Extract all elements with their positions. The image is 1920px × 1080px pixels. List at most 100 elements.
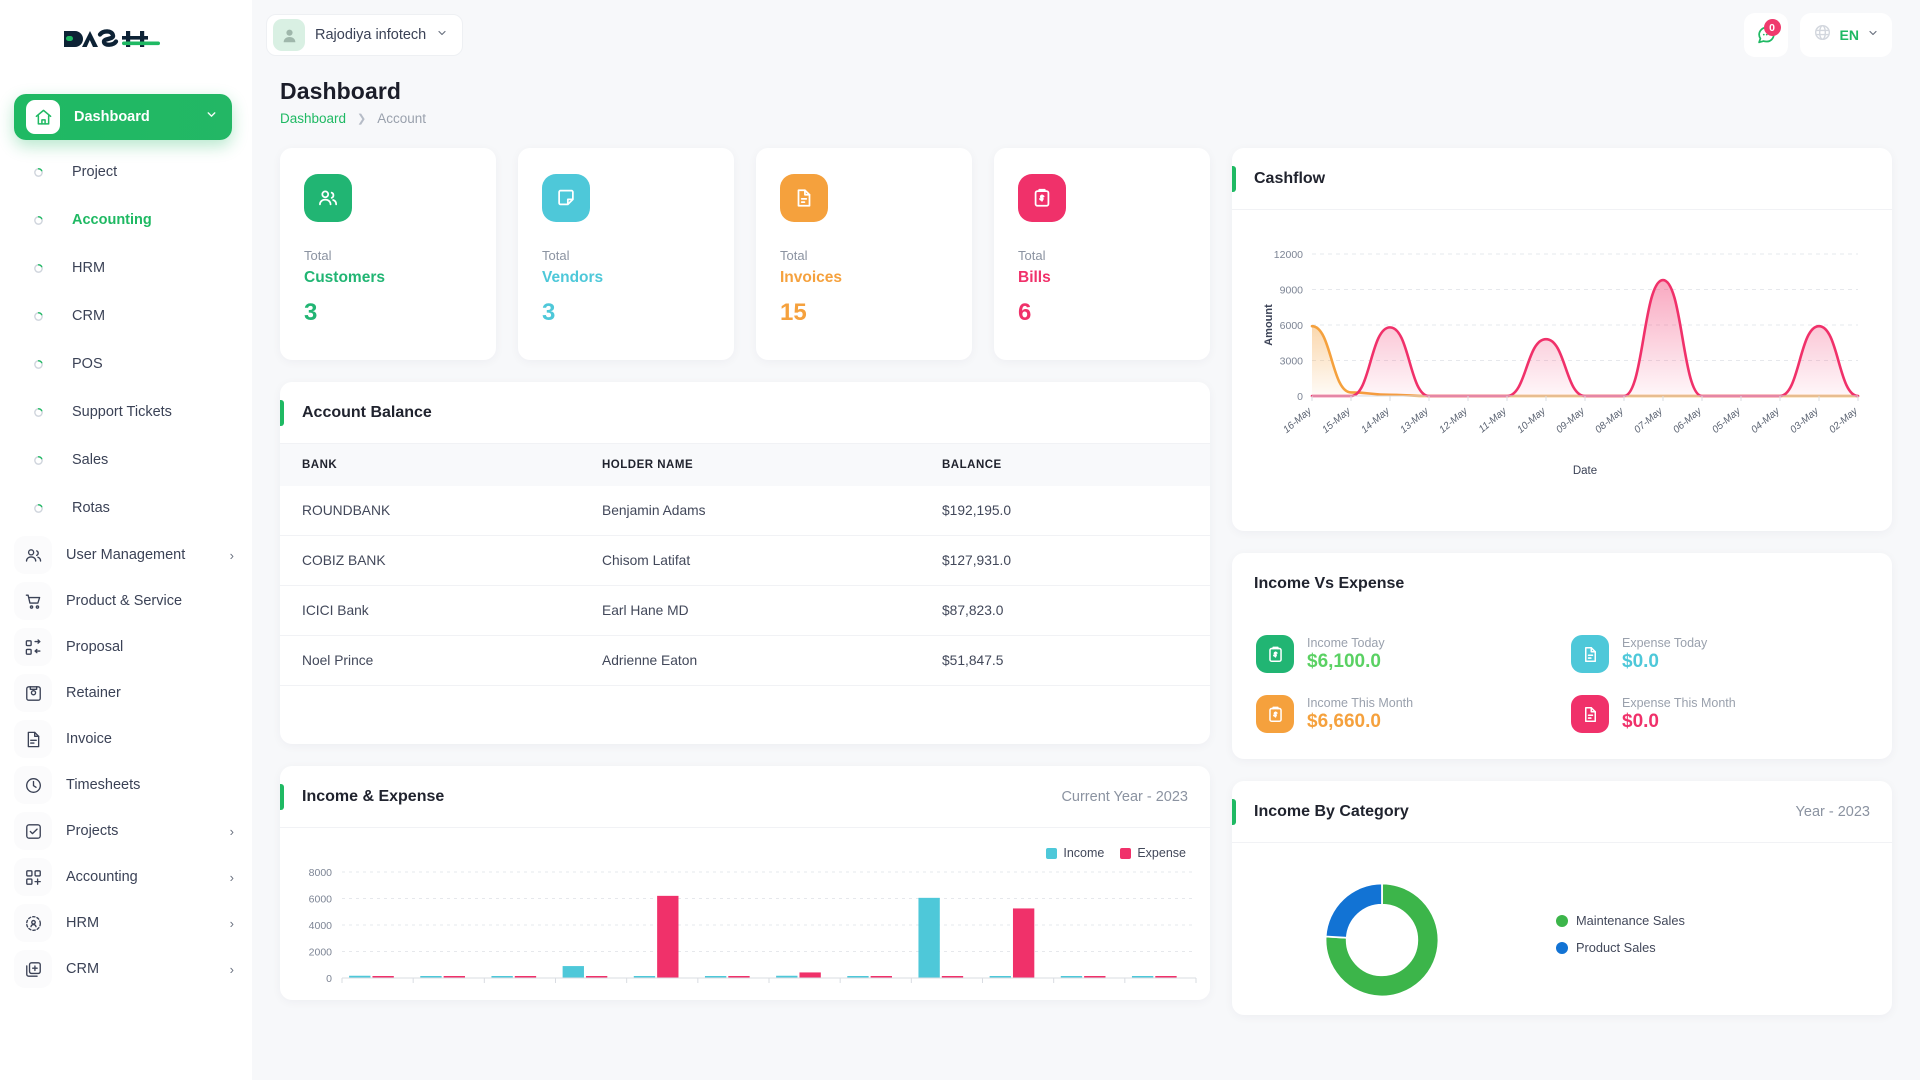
breadcrumb-account: Account: [377, 111, 427, 126]
sidebar-item-label: Retainer: [66, 685, 121, 701]
sidebar-item-projects[interactable]: Projects ›: [0, 808, 252, 854]
sidebar-item-retainer[interactable]: Retainer: [0, 670, 252, 716]
sidebar-item-hrm[interactable]: HRM: [0, 244, 252, 292]
stat-name: Vendors: [542, 269, 604, 286]
sidebar-item-timesheets[interactable]: Timesheets: [0, 762, 252, 808]
sidebar-item-invoice[interactable]: Invoice: [0, 716, 252, 762]
globe-icon: [1813, 23, 1832, 47]
main-content: Rajodiya infotech 0 EN: [252, 0, 1920, 1080]
sidebar-item-proposal[interactable]: Proposal: [0, 624, 252, 670]
cashflow-chart-wrap: 0 3000 6000 9000 12000 16-May 15-May 14-May 13-M…: [1232, 210, 1892, 531]
card-title: Cashflow: [1254, 169, 1326, 187]
metric-value: $6,100.0: [1307, 650, 1381, 672]
metric-income-this-month: Income This Month $6,660.0: [1256, 695, 1553, 733]
right-column: Cashflow 0 3000 6000 9000 12000 16-May 15-May 1…: [1232, 148, 1892, 1015]
legend-item-expense: Expense: [1120, 846, 1186, 860]
sidebar-item-project[interactable]: Project: [0, 148, 252, 196]
sidebar-item-accounting-main[interactable]: Accounting ›: [0, 854, 252, 900]
donut-legend: Maintenance Sales Product Sales: [1556, 913, 1685, 967]
sidebar-item-crm-main[interactable]: CRM ›: [0, 946, 252, 992]
sidebar-item-user-management[interactable]: User Management ›: [0, 532, 252, 578]
card-range: Current Year - 2023: [1061, 788, 1188, 805]
bullet-icon: [30, 215, 46, 226]
cell-bank: Noel Prince: [280, 635, 580, 686]
svg-text:8000: 8000: [309, 867, 333, 879]
language-selector[interactable]: EN: [1799, 13, 1892, 57]
svg-text:15-May: 15-May: [1320, 405, 1353, 436]
svg-text:16-May: 16-May: [1281, 405, 1314, 436]
legend-label: Expense: [1137, 846, 1186, 860]
messages-badge: 0: [1763, 19, 1781, 36]
page-title: Dashboard: [280, 78, 402, 104]
bullet-icon: [30, 311, 46, 322]
table-row[interactable]: ICICI Bank Earl Hane MD $87,823.0: [280, 585, 1210, 636]
account-balance-card: Account Balance BANK HOLDER NAME BALANCE: [280, 382, 1210, 744]
legend-item-income: Income: [1046, 846, 1104, 860]
metric-value: $0.0: [1622, 650, 1659, 672]
metric-value: $0.0: [1622, 710, 1659, 732]
breadcrumb: Dashboard ❯ Account: [280, 111, 1892, 126]
stat-card-bills[interactable]: Total Bills 6: [994, 148, 1210, 360]
cell-balance: $127,931.0: [920, 535, 1210, 586]
metric-income-today: Income Today $6,100.0: [1256, 635, 1553, 673]
sidebar-item-sales[interactable]: Sales: [0, 436, 252, 484]
cell-bank: COBIZ BANK: [280, 535, 580, 586]
svg-text:4000: 4000: [309, 920, 333, 932]
logo[interactable]: [0, 0, 252, 78]
chevron-down-icon: [1867, 26, 1879, 44]
table-row[interactable]: ROUNDBANK Benjamin Adams $192,195.0: [280, 486, 1210, 536]
svg-text:11-May: 11-May: [1477, 405, 1510, 435]
legend-label: Maintenance Sales: [1576, 913, 1685, 928]
stat-value: 15: [780, 299, 807, 326]
clock-icon: [14, 766, 52, 804]
sidebar-item-hrm-main[interactable]: HRM ›: [0, 900, 252, 946]
chevron-down-icon: [436, 26, 448, 44]
table-row[interactable]: COBIZ BANK Chisom Latifat $127,931.0: [280, 535, 1210, 586]
stat-card-customers[interactable]: Total Customers 3: [280, 148, 496, 360]
page-header: Dashboard Dashboard ❯ Account: [252, 70, 1920, 126]
layers-icon: [14, 950, 52, 988]
sidebar-item-label: CRM: [72, 308, 106, 324]
chevron-right-icon: ›: [229, 961, 234, 977]
metric-body: Income Today $6,100.0: [1307, 636, 1385, 673]
sidebar-item-label: CRM: [66, 961, 100, 977]
sidebar-item-pos[interactable]: POS: [0, 340, 252, 388]
stat-card-invoices[interactable]: Total Invoices 15: [756, 148, 972, 360]
sidebar-item-crm[interactable]: CRM: [0, 292, 252, 340]
sidebar-item-dashboard[interactable]: Dashboard: [14, 94, 232, 140]
sidebar-item-label: Invoice: [66, 731, 112, 747]
company-name: Rajodiya infotech: [315, 27, 427, 43]
chevron-right-icon: ›: [229, 869, 234, 885]
svg-text:08-May: 08-May: [1593, 405, 1626, 436]
sidebar-item-label: Timesheets: [66, 777, 141, 793]
sidebar: Dashboard Project Accounting HRM CRM: [0, 0, 252, 1080]
company-selector[interactable]: Rajodiya infotech: [266, 14, 464, 56]
sidebar-item-support-tickets[interactable]: Support Tickets: [0, 388, 252, 436]
sidebar-item-product-service[interactable]: Product & Service: [0, 578, 252, 624]
table-row[interactable]: Noel Prince Adrienne Eaton $51,847.5: [280, 635, 1210, 686]
bill-icon: [1256, 635, 1294, 673]
breadcrumb-dashboard[interactable]: Dashboard: [280, 111, 347, 126]
metric-expense-today: Expense Today $0.0: [1571, 635, 1868, 673]
users-icon: [304, 174, 352, 222]
document-icon: [14, 720, 52, 758]
chevron-right-icon: ›: [229, 915, 234, 931]
svg-text:04-May: 04-May: [1749, 405, 1782, 436]
cell-holder: Benjamin Adams: [580, 486, 920, 536]
bar-chart-legend: Income Expense: [280, 846, 1210, 860]
sidebar-item-rotas[interactable]: Rotas: [0, 484, 252, 532]
stat-card-vendors[interactable]: Total Vendors 3: [518, 148, 734, 360]
messages-button[interactable]: 0: [1743, 13, 1788, 57]
cell-balance: $87,823.0: [920, 585, 1210, 636]
cell-holder: Adrienne Eaton: [580, 635, 920, 686]
sidebar-item-accounting[interactable]: Accounting: [0, 196, 252, 244]
bullet-icon: [30, 407, 46, 418]
svg-text:0: 0: [1297, 391, 1303, 403]
stat-value: 3: [542, 299, 556, 326]
sidebar-item-label: Projects: [66, 823, 119, 839]
cell-holder: Chisom Latifat: [580, 535, 920, 586]
card-header: Income By Category Year - 2023: [1232, 781, 1892, 843]
stat-value: 6: [1018, 299, 1032, 326]
card-title: Income & Expense: [302, 787, 445, 805]
